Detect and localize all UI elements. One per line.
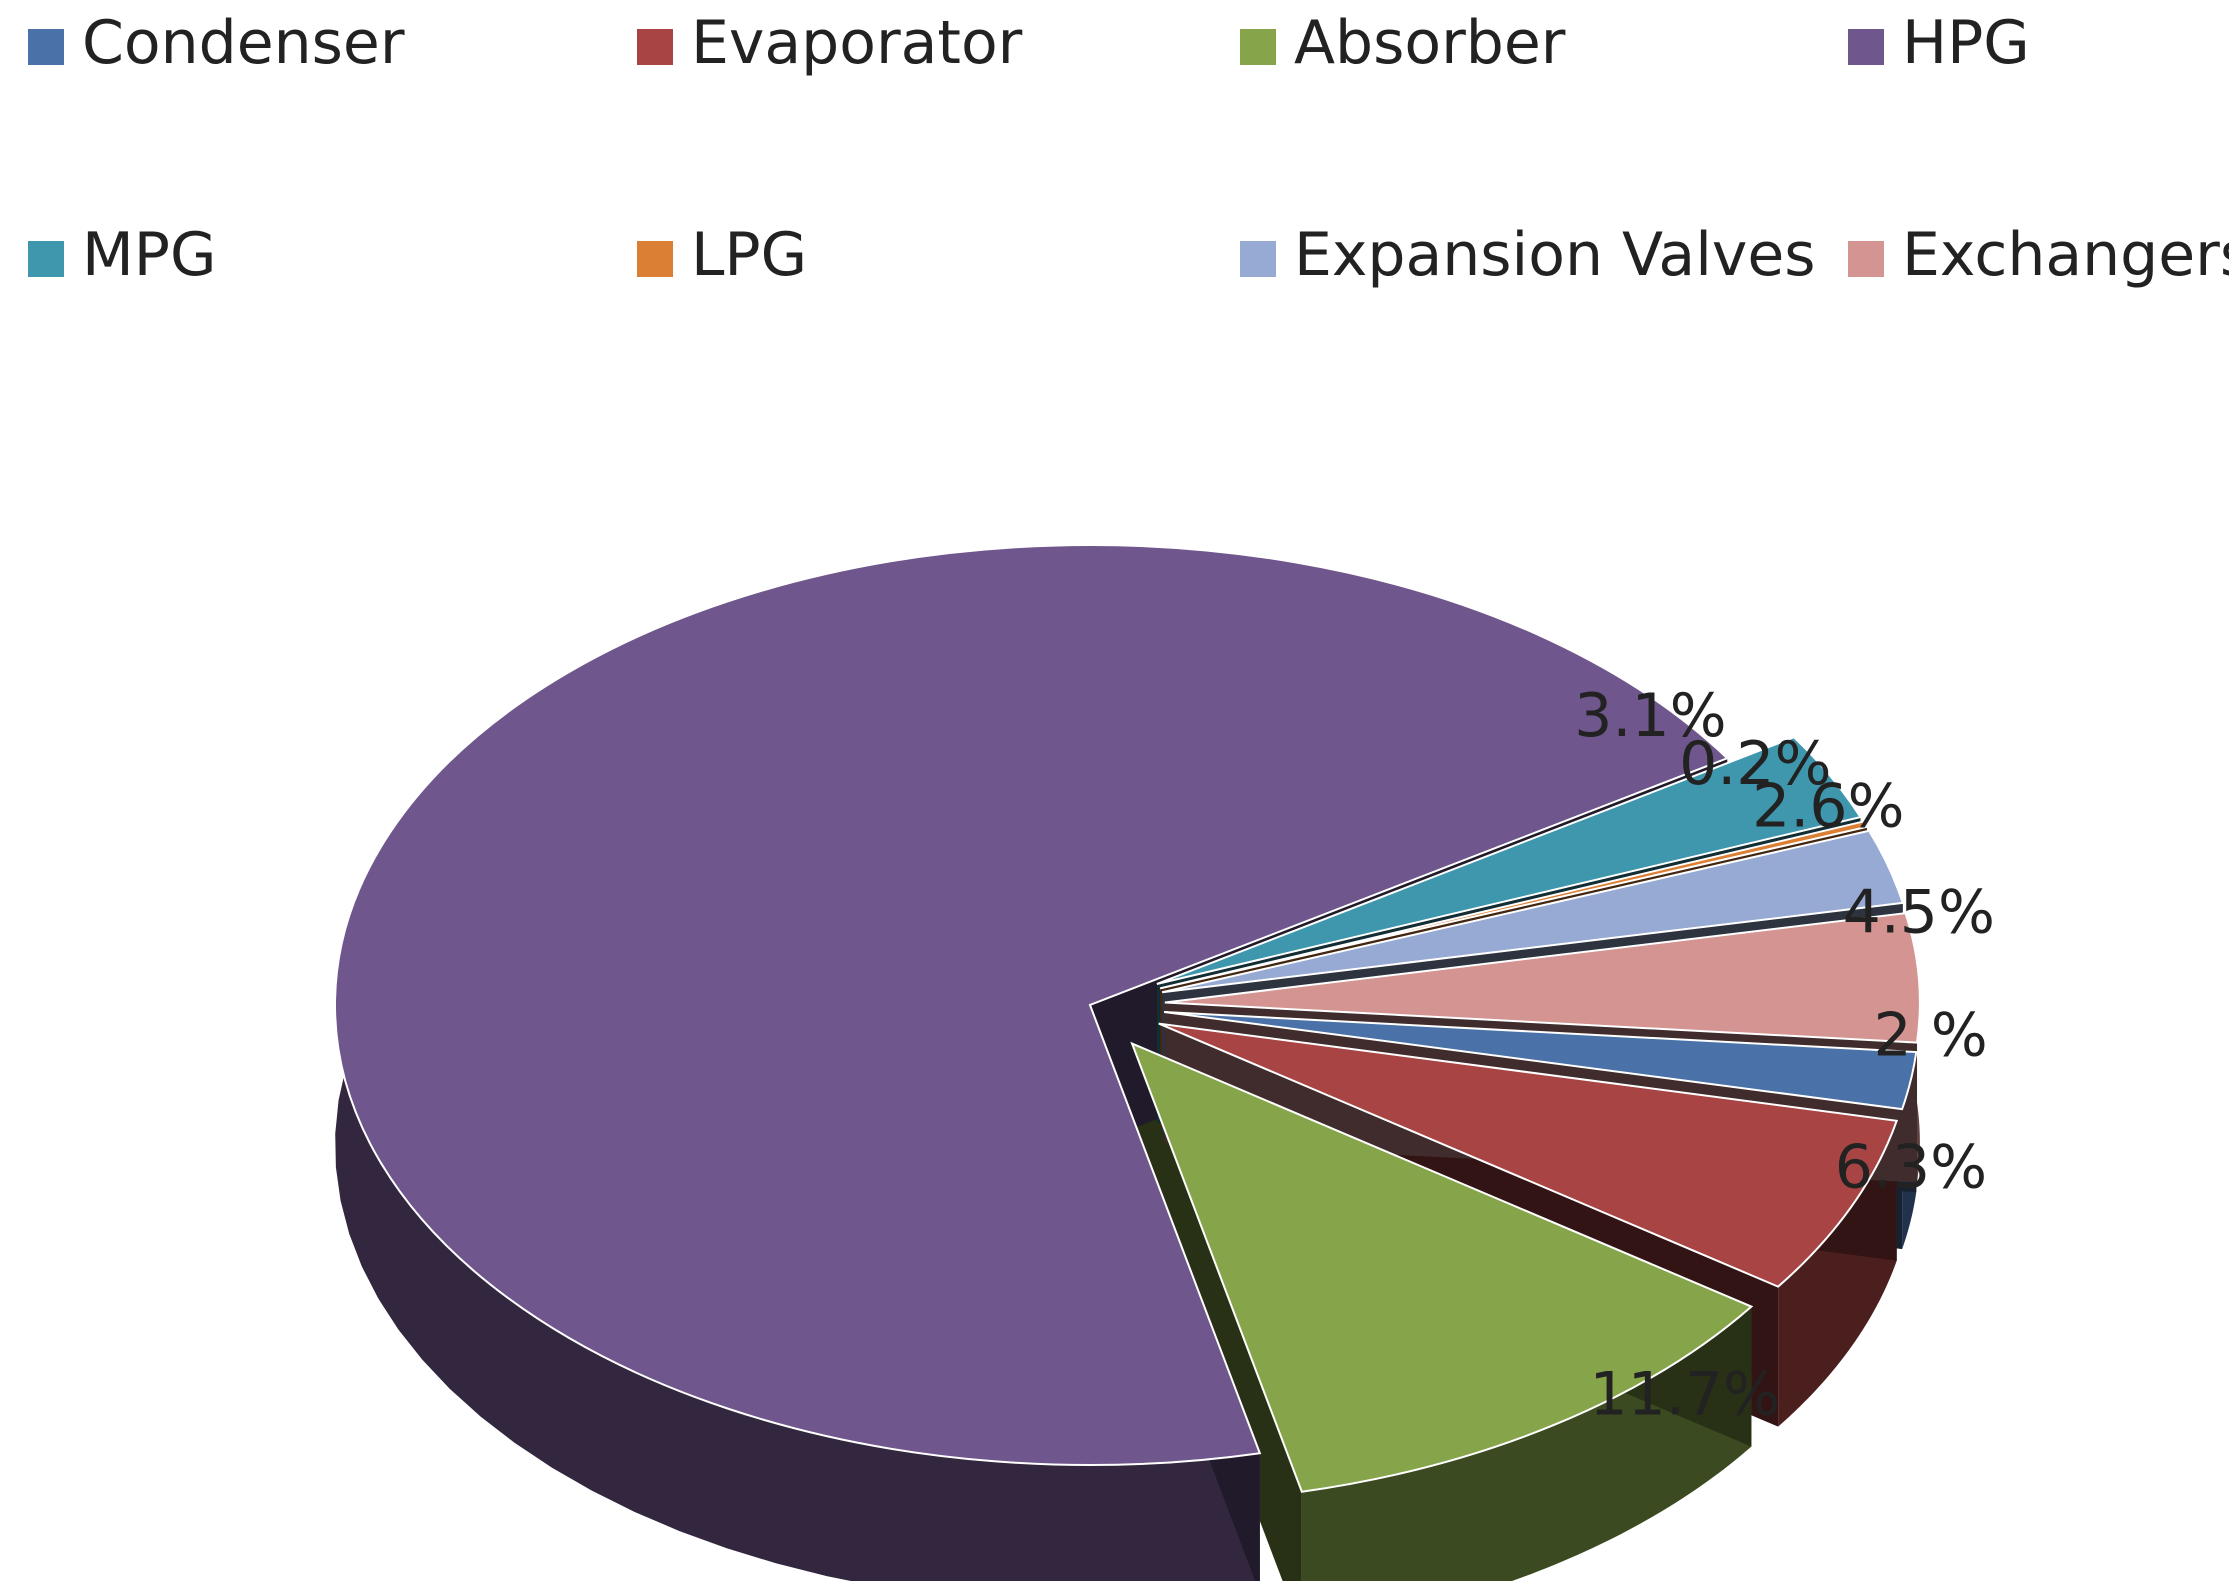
legend-item-condenser: Condenser xyxy=(28,8,405,78)
legend-item-hpg: HPG xyxy=(1848,8,2030,78)
legend-item-evaporator: Evaporator xyxy=(637,8,1023,78)
legend: Condenser Evaporator Absorber HPG MPG LPG Expa… xyxy=(28,8,2229,290)
slice-absorber xyxy=(1130,1041,1754,1493)
legend-swatch-absorber xyxy=(1240,29,1276,65)
legend-item-mpg: MPG xyxy=(28,220,216,290)
slice-label-lpg: 0.2% xyxy=(1679,729,1831,799)
legend-swatch-expansion-valves xyxy=(1240,241,1276,277)
slice-lpg xyxy=(1159,820,1869,990)
legend-label-evaporator: Evaporator xyxy=(691,8,1023,78)
legend-label-condenser: Condenser xyxy=(82,8,405,78)
legend-label-expansion-valves: Expansion Valves xyxy=(1294,220,1816,290)
legend-swatch-condenser xyxy=(28,29,64,65)
legend-swatch-hpg xyxy=(1848,29,1884,65)
legend-label-lpg: LPG xyxy=(691,220,807,290)
pie-labels: 2 %6.3%11.7%69.6%3.1%0.2%2.6%4.5% xyxy=(1574,681,1995,1430)
legend-swatch-evaporator xyxy=(637,29,673,65)
slice-exchangers xyxy=(1164,912,1921,1044)
legend-item-expansion-valves: Expansion Valves xyxy=(1240,220,1816,290)
legend-swatch-lpg xyxy=(637,241,673,277)
legend-label-hpg: HPG xyxy=(1902,8,2030,78)
slice-expansion-valves xyxy=(1161,829,1905,994)
legend-item-absorber: Absorber xyxy=(1240,8,1566,78)
legend-label-mpg: MPG xyxy=(82,220,216,290)
slice-label-mpg: 3.1% xyxy=(1574,681,1726,751)
legend-label-exchangers: Exchangers xyxy=(1902,220,2229,290)
slice-label-exchangers: 4.5% xyxy=(1843,878,1995,948)
legend-swatch-exchangers xyxy=(1848,241,1884,277)
slice-label-absorber: 11.7% xyxy=(1590,1360,1781,1430)
slice-condenser xyxy=(1164,1010,1918,1111)
slice-label-condenser: 2 % xyxy=(1874,1001,1988,1071)
slice-evaporator xyxy=(1158,1022,1899,1288)
legend-label-absorber: Absorber xyxy=(1294,8,1566,78)
legend-item-exchangers: Exchangers xyxy=(1848,220,2229,290)
slice-mpg xyxy=(1156,736,1863,985)
pie-slices xyxy=(334,544,1921,1493)
slice-label-expansion-valves: 2.6% xyxy=(1752,771,1904,841)
slice-label-evaporator: 6.3% xyxy=(1835,1132,1987,1202)
slice-hpg xyxy=(334,544,1730,1466)
legend-swatch-mpg xyxy=(28,241,64,277)
legend-item-lpg: LPG xyxy=(637,220,807,290)
